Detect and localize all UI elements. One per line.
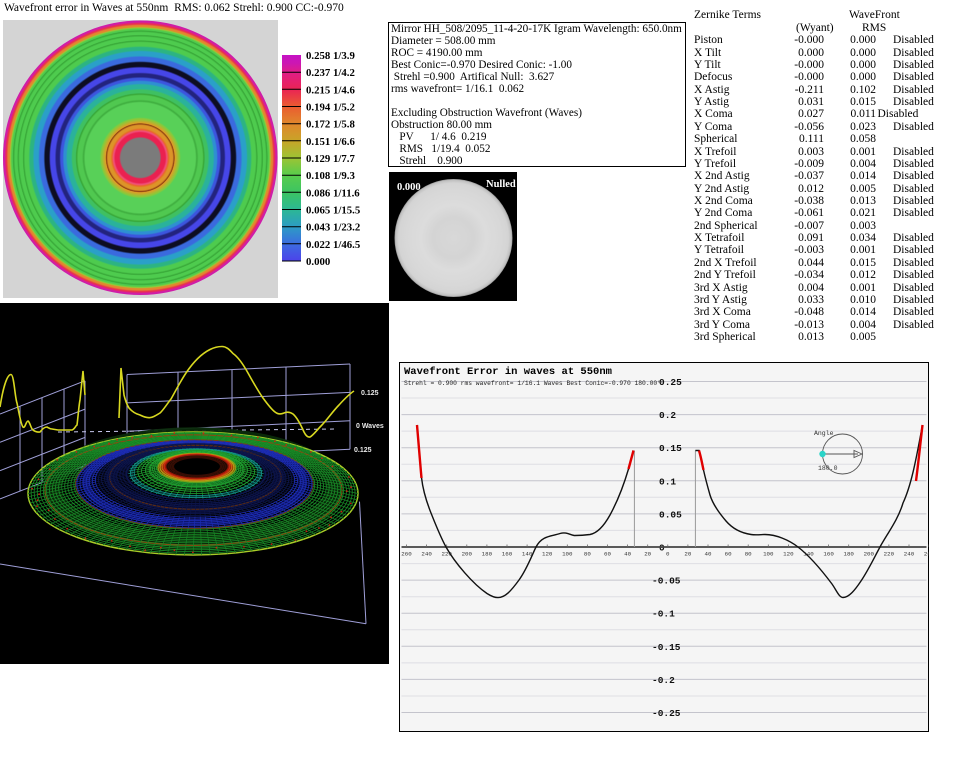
svg-text:0: 0 [666, 551, 670, 558]
svg-text:40: 40 [705, 551, 712, 558]
svg-text:Wavefront Error in waves at 55: Wavefront Error in waves at 550nm [404, 366, 612, 378]
svg-text:80: 80 [745, 551, 752, 558]
svg-text:20: 20 [684, 551, 691, 558]
svg-text:0.000: 0.000 [397, 182, 421, 193]
svg-text:0.125: 0.125 [354, 447, 372, 454]
svg-text:60: 60 [725, 551, 732, 558]
svg-text:140: 140 [803, 551, 814, 558]
svg-text:0: 0 [659, 543, 665, 554]
svg-text:Nulled: Nulled [486, 179, 516, 190]
svg-text:180: 180 [482, 551, 493, 558]
svg-text:80: 80 [584, 551, 591, 558]
svg-text:0.108 1/9.3: 0.108 1/9.3 [306, 170, 355, 182]
svg-text:200: 200 [864, 551, 875, 558]
svg-text:0.022 1/46.5: 0.022 1/46.5 [306, 239, 360, 251]
svg-text:20: 20 [644, 551, 651, 558]
svg-text:240: 240 [904, 551, 915, 558]
svg-text:0.065 1/15.5: 0.065 1/15.5 [306, 205, 360, 217]
svg-text:0.15: 0.15 [659, 443, 682, 454]
svg-text:0 Waves: 0 Waves [356, 423, 384, 430]
svg-text:140: 140 [522, 551, 533, 558]
svg-text:100: 100 [562, 551, 573, 558]
svg-text:Angle: Angle [814, 430, 834, 437]
svg-text:40: 40 [624, 551, 631, 558]
svg-text:0.194 1/5.2: 0.194 1/5.2 [306, 102, 355, 114]
svg-text:240: 240 [421, 551, 432, 558]
svg-text:0.043 1/23.2: 0.043 1/23.2 [306, 222, 360, 234]
svg-text:200: 200 [462, 551, 473, 558]
svg-text:0.2: 0.2 [659, 410, 676, 421]
svg-text:0.237 1/4.2: 0.237 1/4.2 [306, 67, 355, 79]
svg-text:0.05: 0.05 [659, 509, 682, 520]
svg-text:160: 160 [502, 551, 513, 558]
svg-text:0.215 1/4.6: 0.215 1/4.6 [306, 84, 355, 96]
svg-text:0.000: 0.000 [306, 256, 330, 268]
svg-text:0.258 1/3.9: 0.258 1/3.9 [306, 50, 355, 62]
svg-text:-0.05: -0.05 [652, 576, 681, 587]
svg-text:Strehl = 0.900 rms wavefront=: Strehl = 0.900 rms wavefront= 1/16.1 Wav… [404, 379, 661, 387]
svg-text:120: 120 [783, 551, 794, 558]
svg-text:0.25: 0.25 [659, 377, 682, 388]
svg-text:60: 60 [604, 551, 611, 558]
svg-text:-0.25: -0.25 [652, 708, 681, 719]
svg-text:220: 220 [441, 551, 452, 558]
svg-text:180.0: 180.0 [818, 465, 838, 472]
svg-text:-0.2: -0.2 [652, 675, 675, 686]
svg-text:260: 260 [401, 551, 412, 558]
svg-text:-0.15: -0.15 [652, 642, 681, 653]
svg-text:260: 260 [924, 551, 929, 558]
svg-text:0.129 1/7.7: 0.129 1/7.7 [306, 153, 355, 165]
svg-text:0.151 1/6.6: 0.151 1/6.6 [306, 136, 355, 148]
svg-text:160: 160 [823, 551, 834, 558]
svg-text:0.1: 0.1 [659, 476, 676, 487]
svg-text:180: 180 [843, 551, 854, 558]
svg-text:120: 120 [542, 551, 553, 558]
svg-text:-0.1: -0.1 [652, 609, 675, 620]
svg-text:220: 220 [884, 551, 895, 558]
svg-text:100: 100 [763, 551, 774, 558]
svg-text:0.086 1/11.6: 0.086 1/11.6 [306, 187, 360, 199]
svg-text:0.125: 0.125 [361, 390, 379, 397]
svg-text:0.172 1/5.8: 0.172 1/5.8 [306, 119, 355, 131]
